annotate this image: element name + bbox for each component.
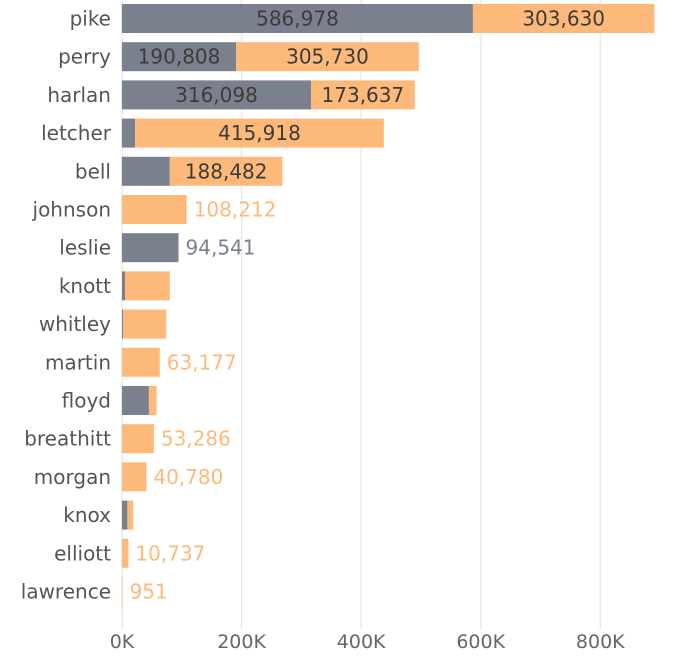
value-label: 188,482 [185, 159, 268, 183]
x-tick-label: 200K [217, 631, 266, 653]
category-label: whitley [39, 312, 111, 336]
bar-segment [122, 42, 237, 72]
bar-segment [122, 80, 311, 110]
category-label: leslie [59, 236, 111, 260]
bar-segment [169, 156, 283, 186]
bar-segment [122, 462, 147, 492]
value-label: 303,630 [522, 7, 605, 31]
category-label: martin [45, 350, 111, 374]
category-label: letcher [41, 121, 112, 145]
bar-segment [122, 386, 149, 415]
value-label: 415,918 [218, 121, 301, 145]
x-tick-label: 400K [337, 631, 386, 653]
category-label: johnson [32, 198, 111, 222]
bar-segment [122, 538, 129, 568]
bar-segment [148, 386, 157, 415]
bar-segment [122, 4, 473, 33]
x-axis-tick-labels: 0K 200K 400K 600K 800K [110, 631, 625, 653]
category-label: elliott [54, 541, 111, 565]
bar-segment [122, 500, 128, 530]
bar-segment [135, 118, 384, 148]
category-labels: pike perry harlan letcher bell johnson leslie k… [21, 7, 112, 604]
x-tick-label: 600K [456, 631, 505, 653]
x-tick-label: 800K [576, 631, 625, 653]
bars: 586,978 303,630 190,808 305,730 316,098 173,6… [122, 4, 655, 606]
bar-segment [122, 577, 123, 606]
value-label: 40,780 [153, 465, 223, 489]
bar-segment [122, 118, 136, 148]
value-label: 190,808 [138, 45, 221, 69]
category-label: morgan [34, 465, 111, 489]
value-label: 173,637 [322, 83, 405, 107]
value-label: 108,212 [194, 198, 277, 222]
bar-segment [122, 195, 187, 224]
category-label: lawrence [21, 580, 111, 604]
value-label: 10,737 [135, 541, 205, 565]
bar-segment [122, 309, 124, 339]
value-label: 951 [130, 580, 168, 604]
value-label: 316,098 [175, 83, 258, 107]
value-label: 305,730 [286, 45, 369, 69]
value-label: 63,177 [167, 350, 237, 374]
bar-segment [122, 233, 179, 263]
bar-segment [124, 271, 170, 301]
category-label: harlan [47, 83, 111, 107]
bar-segment [122, 347, 160, 377]
x-tick-label: 0K [110, 631, 135, 653]
bar-segment [122, 424, 154, 454]
bar-segment [236, 42, 419, 72]
category-label: knott [59, 274, 111, 298]
bar-segment [127, 500, 134, 530]
bar-segment [310, 80, 415, 110]
bar-segment [123, 309, 167, 339]
value-label: 94,541 [186, 236, 256, 260]
bar-segment [472, 4, 655, 33]
category-label: breathitt [24, 427, 111, 451]
category-label: pike [70, 7, 111, 31]
category-label: floyd [62, 389, 111, 413]
bar-segment [122, 271, 125, 301]
category-label: bell [75, 159, 111, 183]
category-label: perry [58, 45, 111, 69]
value-label: 53,286 [161, 427, 231, 451]
value-label: 586,978 [256, 7, 339, 31]
bar-segment [122, 156, 170, 186]
category-label: knox [63, 503, 111, 527]
